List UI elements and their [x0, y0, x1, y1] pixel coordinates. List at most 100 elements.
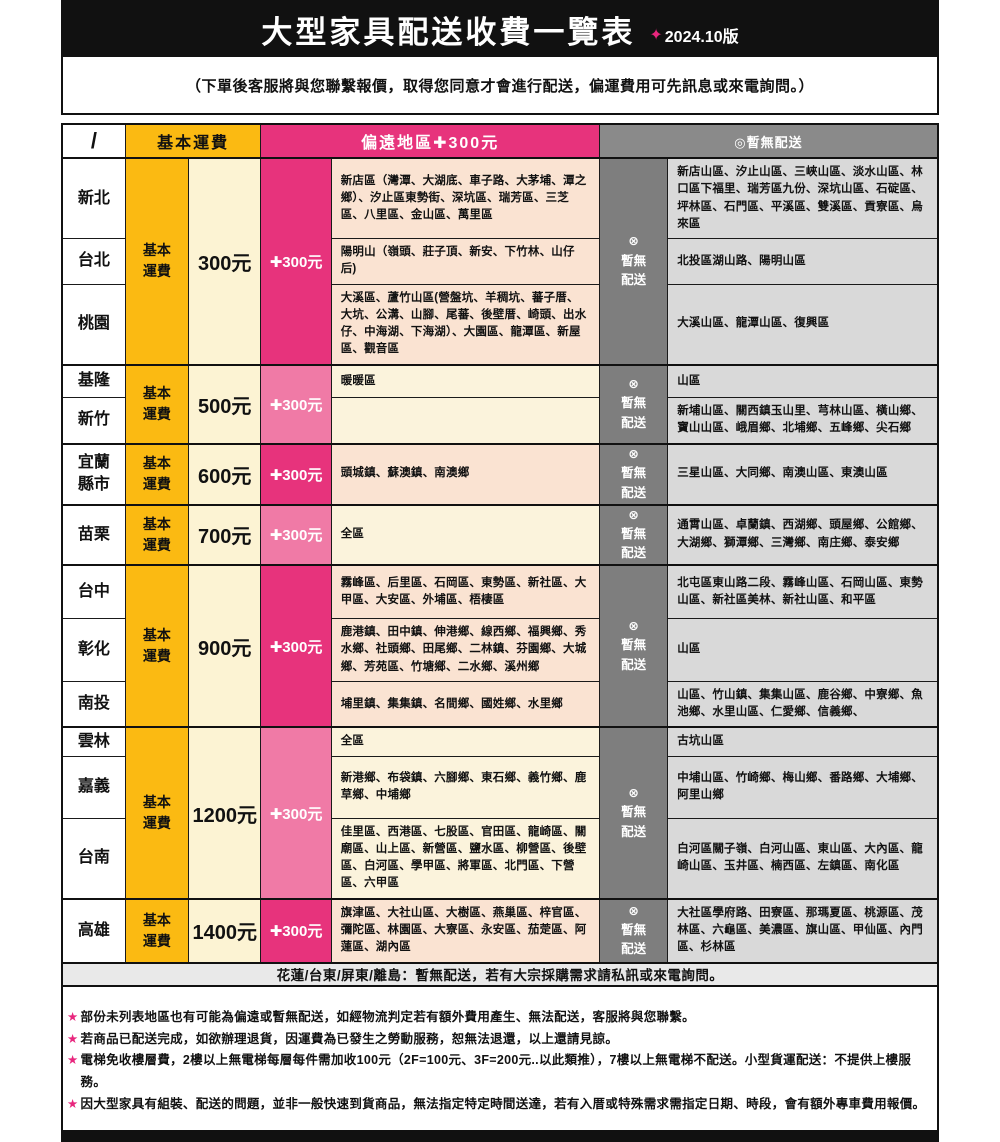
no-delivery-badge: ⊗ 暫無 配送	[598, 897, 669, 964]
table-row: 新竹 新埔山區、關西鎮玉山里、芎林山區、橫山鄉、寶山山區、峨眉鄉、北埔鄉、五峰鄉…	[61, 397, 939, 444]
table-row: 苗栗 基本 運費 700元 ✚300元 全區 ⊗ 暫無 配送 通霄山區、卓蘭鎮、…	[61, 503, 939, 566]
subtitle-text: （下單後客服將與您聯繫報價，取得您同意才會進行配送，偏運費用可先訊息或來電詢問。…	[185, 77, 814, 95]
no-delivery-districts-cell: 山區、竹山鎮、集集山區、鹿谷鄉、中寮鄉、魚池鄉、水里山區、仁愛鄉、信義鄉、	[667, 680, 939, 728]
star-icon: ★	[67, 1031, 79, 1046]
region-cell: 基隆	[61, 363, 126, 398]
diamond-icon: ✦	[649, 26, 663, 44]
no-delivery-districts-cell: 北投區湖山路、陽明山區	[667, 238, 939, 285]
table-row: 桃園 大溪區、蘆竹山區(營盤坑、羊稠坑、蕃子厝、大坑、公溝、山腳、尾蕃、後壁厝、…	[61, 283, 939, 365]
no-delivery-districts-cell: 北屯區東山路二段、霧峰山區、石岡山區、東勢山區、新社區美林、新社山區、和平區	[667, 563, 939, 620]
east-region-note: 花蓮/台東/屏東/離島：暫無配送，若有大宗採購需求請私訊或來電詢問。	[61, 961, 939, 987]
no-delivery-badge: ⊗ 暫無 配送	[598, 363, 669, 444]
table-row: 嘉義 新港鄉、布袋鎮、六腳鄉、東石鄉、義竹鄉、鹿草鄉、中埔鄉 中埔山區、竹崎鄉、…	[61, 755, 939, 819]
region-cell: 彰化	[61, 618, 126, 682]
price-cell: 300元	[188, 157, 262, 365]
note-line: ★ 電梯免收樓層費，2樓以上無電梯每層每件需加收100元（2F=100元、3F=…	[67, 1050, 933, 1094]
bottom-border-bar	[61, 1132, 939, 1142]
surcharge-cell: ✚300元	[260, 726, 332, 900]
region-cell: 台北	[61, 238, 126, 285]
footer-notes: ★ 部份未列表地區也有可能為偏遠或暫無配送，如經物流判定若有額外費用產生、無法配…	[61, 986, 939, 1132]
delivery-fee-poster: 大型家具配送收費一覽表 ✦ 2024.10版 （下單後客服將與您聯繫報價，取得您…	[61, 0, 939, 1142]
no-delivery-districts-cell: 新埔山區、關西鎮玉山里、芎林山區、橫山鄉、寶山山區、峨眉鄉、北埔鄉、五峰鄉、尖石…	[667, 397, 939, 444]
region-cell: 雲林	[61, 726, 126, 757]
surcharge-cell: ✚300元	[260, 503, 332, 566]
no-delivery-districts-cell: 古坑山區	[667, 726, 939, 757]
no-delivery-districts-cell: 新店山區、汐止山區、三峽山區、淡水山區、林口區下福里、瑞芳區九份、深坑山區、石碇…	[667, 157, 939, 239]
remote-districts-cell: 鹿港鎮、田中鎮、伸港鄉、線西鄉、福興鄉、秀水鄉、社頭鄉、田尾鄉、二林鎮、芬園鄉、…	[330, 618, 600, 682]
note-text: 若商品已配送完成，如欲辦理退貨，因運費為已發生之勞動服務，恕無法退還，以上還請見…	[80, 1031, 619, 1046]
price-cell: 500元	[188, 363, 262, 444]
no-delivery-districts-cell: 中埔山區、竹崎鄉、梅山鄉、番路鄉、大埔鄉、阿里山鄉	[667, 755, 939, 819]
remote-districts-cell: 旗津區、大社山區、大樹區、燕巢區、梓官區、彌陀區、林園區、大寮區、永安區、茄萣區…	[330, 897, 600, 964]
note-text: 部份未列表地區也有可能為偏遠或暫無配送，如經物流判定若有額外費用產生、無法配送，…	[80, 1009, 695, 1024]
star-icon: ★	[67, 1053, 79, 1068]
remote-districts-cell: 全區	[330, 503, 600, 566]
price-cell: 700元	[188, 503, 262, 566]
no-delivery-districts-cell: 大社區學府路、田寮區、那瑪夏區、桃源區、茂林區、六龜區、美濃區、旗山區、甲仙區、…	[667, 897, 939, 964]
note-line: ★ 部份未列表地區也有可能為偏遠或暫無配送，如經物流判定若有額外費用產生、無法配…	[67, 1007, 933, 1029]
region-cell: 桃園	[61, 283, 126, 365]
col-header-remote: 偏遠地區✚300元	[260, 123, 600, 159]
no-delivery-districts-cell: 三星山區、大同鄉、南澳山區、東澳山區	[667, 442, 939, 505]
region-cell: 台南	[61, 817, 126, 900]
region-cell: 宜蘭 縣市	[61, 442, 126, 505]
table-row: 台南 佳里區、西港區、七股區、官田區、龍崎區、關廟區、山上區、新營區、鹽水區、柳…	[61, 817, 939, 900]
poster-header: 大型家具配送收費一覽表 ✦ 2024.10版 （下單後客服將與您聯繫報價，取得您…	[61, 0, 939, 115]
col-header-region: /	[61, 123, 126, 159]
no-delivery-districts-cell: 白河區關子嶺、白河山區、東山區、大內區、龍崎山區、玉井區、楠西區、左鎮區、南化區	[667, 817, 939, 900]
basic-fee-label: 基本 運費	[124, 157, 190, 365]
note-line: ★ 因大型家具有組裝、配送的問題，並非一般快速到貨商品，無法指定特定時間送達，若…	[67, 1094, 933, 1116]
basic-fee-label: 基本 運費	[124, 503, 190, 566]
region-cell: 苗栗	[61, 503, 126, 566]
surcharge-cell: ✚300元	[260, 563, 332, 728]
remote-districts-cell: 大溪區、蘆竹山區(營盤坑、羊稠坑、蕃子厝、大坑、公溝、山腳、尾蕃、後壁厝、崎頭、…	[330, 283, 600, 365]
basic-fee-label: 基本 運費	[124, 726, 190, 900]
basic-fee-label: 基本 運費	[124, 363, 190, 444]
region-cell: 台中	[61, 563, 126, 620]
remote-districts-cell: 埔里鎮、集集鎮、名間鄉、國姓鄉、水里鄉	[330, 680, 600, 728]
remote-districts-cell: 全區	[330, 726, 600, 757]
remote-districts-cell: 陽明山（嶺頭、莊子頂、新安、下竹林、山仔后)	[330, 238, 600, 285]
no-delivery-districts-cell: 山區	[667, 618, 939, 682]
note-text: 因大型家具有組裝、配送的問題，並非一般快速到貨商品，無法指定特定時間送達，若有入…	[80, 1097, 926, 1112]
price-cell: 900元	[188, 563, 262, 728]
remote-districts-cell: 佳里區、西港區、七股區、官田區、龍崎區、關廟區、山上區、新營區、鹽水區、柳營區、…	[330, 817, 600, 900]
page-title: 大型家具配送收費一覽表	[261, 15, 636, 50]
star-icon: ★	[67, 1009, 79, 1024]
surcharge-cell: ✚300元	[260, 363, 332, 444]
no-delivery-districts-cell: 大溪山區、龍潭山區、復興區	[667, 283, 939, 365]
surcharge-cell: ✚300元	[260, 157, 332, 365]
east-region-note-row: 花蓮/台東/屏東/離島：暫無配送，若有大宗採購需求請私訊或來電詢問。	[61, 961, 939, 987]
version-label: 2024.10版	[664, 28, 739, 46]
col-header-no-delivery: ◎暫無配送	[598, 123, 939, 159]
table-row: 南投 埔里鎮、集集鎮、名間鄉、國姓鄉、水里鄉 山區、竹山鎮、集集山區、鹿谷鄉、中…	[61, 680, 939, 728]
no-delivery-districts-cell: 通霄山區、卓蘭鎮、西湖鄉、頭屋鄉、公館鄉、大湖鄉、獅潭鄉、三灣鄉、南庄鄉、泰安鄉	[667, 503, 939, 566]
table-row: 台中 基本 運費 900元 ✚300元 霧峰區、后里區、石岡區、東勢區、新社區、…	[61, 563, 939, 728]
table-row: 彰化 鹿港鎮、田中鎮、伸港鄉、線西鄉、福興鄉、秀水鄉、社頭鄉、田尾鄉、二林鎮、芬…	[61, 618, 939, 682]
price-cell: 600元	[188, 442, 262, 505]
table-row: 台北 陽明山（嶺頭、莊子頂、新安、下竹林、山仔后) 北投區湖山路、陽明山區	[61, 238, 939, 285]
no-delivery-badge: ⊗ 暫無 配送	[598, 563, 669, 728]
no-delivery-badge: ⊗ 暫無 配送	[598, 442, 669, 505]
table-row: 基隆 基本 運費 500元 ✚300元 暖暖區 ⊗ 暫無 配送 山區	[61, 363, 939, 444]
table-row: 宜蘭 縣市 基本 運費 600元 ✚300元 頭城鎮、蘇澳鎮、南澳鄉 ⊗ 暫無 …	[61, 442, 939, 505]
title-bar: 大型家具配送收費一覽表 ✦ 2024.10版	[63, 2, 937, 57]
star-icon: ★	[67, 1097, 79, 1112]
version-badge: ✦ 2024.10版	[649, 23, 738, 47]
no-delivery-districts-cell: 山區	[667, 363, 939, 398]
table-header-row: / 基本運費 偏遠地區✚300元 ◎暫無配送	[61, 123, 939, 159]
basic-fee-label: 基本 運費	[124, 442, 190, 505]
remote-districts-cell: 頭城鎮、蘇澳鎮、南澳鄉	[330, 442, 600, 505]
table-row: 雲林 基本 運費 1200元 ✚300元 全區 ⊗ 暫無 配送 古坑山區	[61, 726, 939, 900]
basic-fee-label: 基本 運費	[124, 897, 190, 964]
region-cell: 嘉義	[61, 755, 126, 819]
surcharge-cell: ✚300元	[260, 897, 332, 964]
region-cell: 新北	[61, 157, 126, 239]
remote-districts-cell: 新港鄉、布袋鎮、六腳鄉、東石鄉、義竹鄉、鹿草鄉、中埔鄉	[330, 755, 600, 819]
basic-fee-label: 基本 運費	[124, 563, 190, 728]
fee-table: / 基本運費 偏遠地區✚300元 ◎暫無配送 新北 基本 運費 300元 ✚30…	[61, 123, 939, 987]
region-cell: 南投	[61, 680, 126, 728]
surcharge-cell: ✚300元	[260, 442, 332, 505]
remote-districts-cell: 暖暖區	[330, 363, 600, 398]
no-delivery-badge: ⊗ 暫無 配送	[598, 157, 669, 365]
